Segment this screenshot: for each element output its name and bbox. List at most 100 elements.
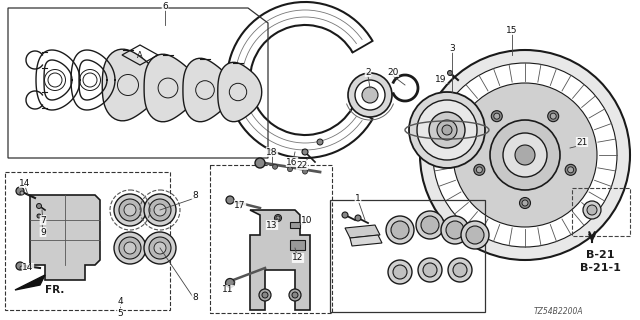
Circle shape bbox=[124, 204, 136, 216]
Circle shape bbox=[417, 100, 477, 160]
Circle shape bbox=[273, 164, 278, 169]
Circle shape bbox=[144, 232, 176, 264]
Bar bbox=[210, 165, 332, 313]
Text: TZ54B2200A: TZ54B2200A bbox=[533, 308, 583, 316]
Circle shape bbox=[461, 221, 489, 249]
Circle shape bbox=[287, 167, 292, 172]
Circle shape bbox=[474, 164, 485, 175]
Circle shape bbox=[494, 113, 500, 119]
Polygon shape bbox=[345, 225, 380, 238]
Text: 8: 8 bbox=[192, 293, 198, 302]
Circle shape bbox=[522, 200, 528, 206]
Text: B-21: B-21 bbox=[586, 250, 614, 260]
Circle shape bbox=[503, 133, 547, 177]
Text: 15: 15 bbox=[506, 26, 518, 35]
Text: 11: 11 bbox=[222, 285, 234, 294]
Circle shape bbox=[289, 289, 301, 301]
Text: 19: 19 bbox=[435, 75, 447, 84]
Circle shape bbox=[275, 214, 282, 221]
Circle shape bbox=[255, 158, 265, 168]
Circle shape bbox=[433, 63, 617, 247]
Circle shape bbox=[587, 205, 597, 215]
Circle shape bbox=[36, 204, 42, 209]
Text: 14: 14 bbox=[19, 179, 31, 188]
Text: 22: 22 bbox=[296, 161, 308, 170]
Circle shape bbox=[441, 216, 469, 244]
Circle shape bbox=[276, 216, 280, 220]
Text: 21: 21 bbox=[576, 138, 588, 147]
Circle shape bbox=[420, 50, 630, 260]
Circle shape bbox=[429, 112, 465, 148]
Circle shape bbox=[348, 73, 392, 117]
Circle shape bbox=[362, 87, 378, 103]
Circle shape bbox=[386, 216, 414, 244]
Text: 8: 8 bbox=[192, 190, 198, 199]
Circle shape bbox=[446, 221, 464, 239]
Text: 9: 9 bbox=[40, 228, 46, 236]
Circle shape bbox=[476, 167, 483, 173]
Polygon shape bbox=[15, 275, 45, 290]
Circle shape bbox=[149, 237, 171, 259]
Circle shape bbox=[492, 111, 502, 122]
Text: 3: 3 bbox=[449, 44, 455, 52]
Text: 14: 14 bbox=[22, 263, 34, 273]
Polygon shape bbox=[290, 240, 305, 250]
Circle shape bbox=[259, 289, 271, 301]
Text: 2: 2 bbox=[365, 68, 371, 76]
Circle shape bbox=[262, 292, 268, 298]
Circle shape bbox=[448, 258, 472, 282]
Circle shape bbox=[453, 83, 597, 227]
Circle shape bbox=[442, 125, 452, 135]
Circle shape bbox=[418, 258, 442, 282]
Circle shape bbox=[568, 167, 573, 173]
Circle shape bbox=[149, 199, 171, 221]
Circle shape bbox=[520, 197, 531, 209]
Text: 10: 10 bbox=[301, 215, 313, 225]
Circle shape bbox=[225, 278, 234, 287]
Polygon shape bbox=[144, 54, 196, 122]
Circle shape bbox=[423, 263, 437, 277]
Circle shape bbox=[565, 164, 576, 175]
Circle shape bbox=[421, 216, 439, 234]
Circle shape bbox=[154, 204, 166, 216]
Text: FR.: FR. bbox=[45, 285, 65, 295]
Text: 5: 5 bbox=[117, 308, 123, 317]
Circle shape bbox=[447, 70, 452, 76]
Circle shape bbox=[416, 211, 444, 239]
Text: 12: 12 bbox=[292, 253, 304, 262]
Text: 13: 13 bbox=[266, 220, 278, 229]
Polygon shape bbox=[102, 49, 158, 121]
Circle shape bbox=[550, 113, 556, 119]
Polygon shape bbox=[290, 222, 300, 228]
Polygon shape bbox=[183, 58, 231, 122]
Circle shape bbox=[37, 214, 41, 218]
Text: 17: 17 bbox=[234, 201, 246, 210]
Text: A: A bbox=[137, 51, 143, 60]
Circle shape bbox=[16, 262, 24, 270]
Circle shape bbox=[583, 201, 601, 219]
Circle shape bbox=[317, 139, 323, 145]
Circle shape bbox=[355, 80, 385, 110]
Circle shape bbox=[124, 242, 136, 254]
Bar bbox=[330, 200, 485, 312]
Circle shape bbox=[466, 226, 484, 244]
Circle shape bbox=[144, 194, 176, 226]
Text: 4: 4 bbox=[117, 298, 123, 307]
Circle shape bbox=[119, 237, 141, 259]
Bar bbox=[572, 188, 630, 236]
Bar bbox=[5, 172, 170, 310]
Circle shape bbox=[154, 242, 166, 254]
Circle shape bbox=[303, 169, 307, 174]
Circle shape bbox=[16, 187, 24, 195]
Circle shape bbox=[226, 196, 234, 204]
Circle shape bbox=[437, 120, 457, 140]
Polygon shape bbox=[250, 210, 310, 310]
Circle shape bbox=[355, 215, 361, 221]
Text: B-21-1: B-21-1 bbox=[580, 263, 620, 273]
Circle shape bbox=[548, 111, 559, 122]
Circle shape bbox=[302, 149, 308, 155]
Circle shape bbox=[391, 221, 409, 239]
Circle shape bbox=[515, 145, 535, 165]
Circle shape bbox=[20, 266, 24, 270]
Text: 16: 16 bbox=[286, 157, 298, 166]
